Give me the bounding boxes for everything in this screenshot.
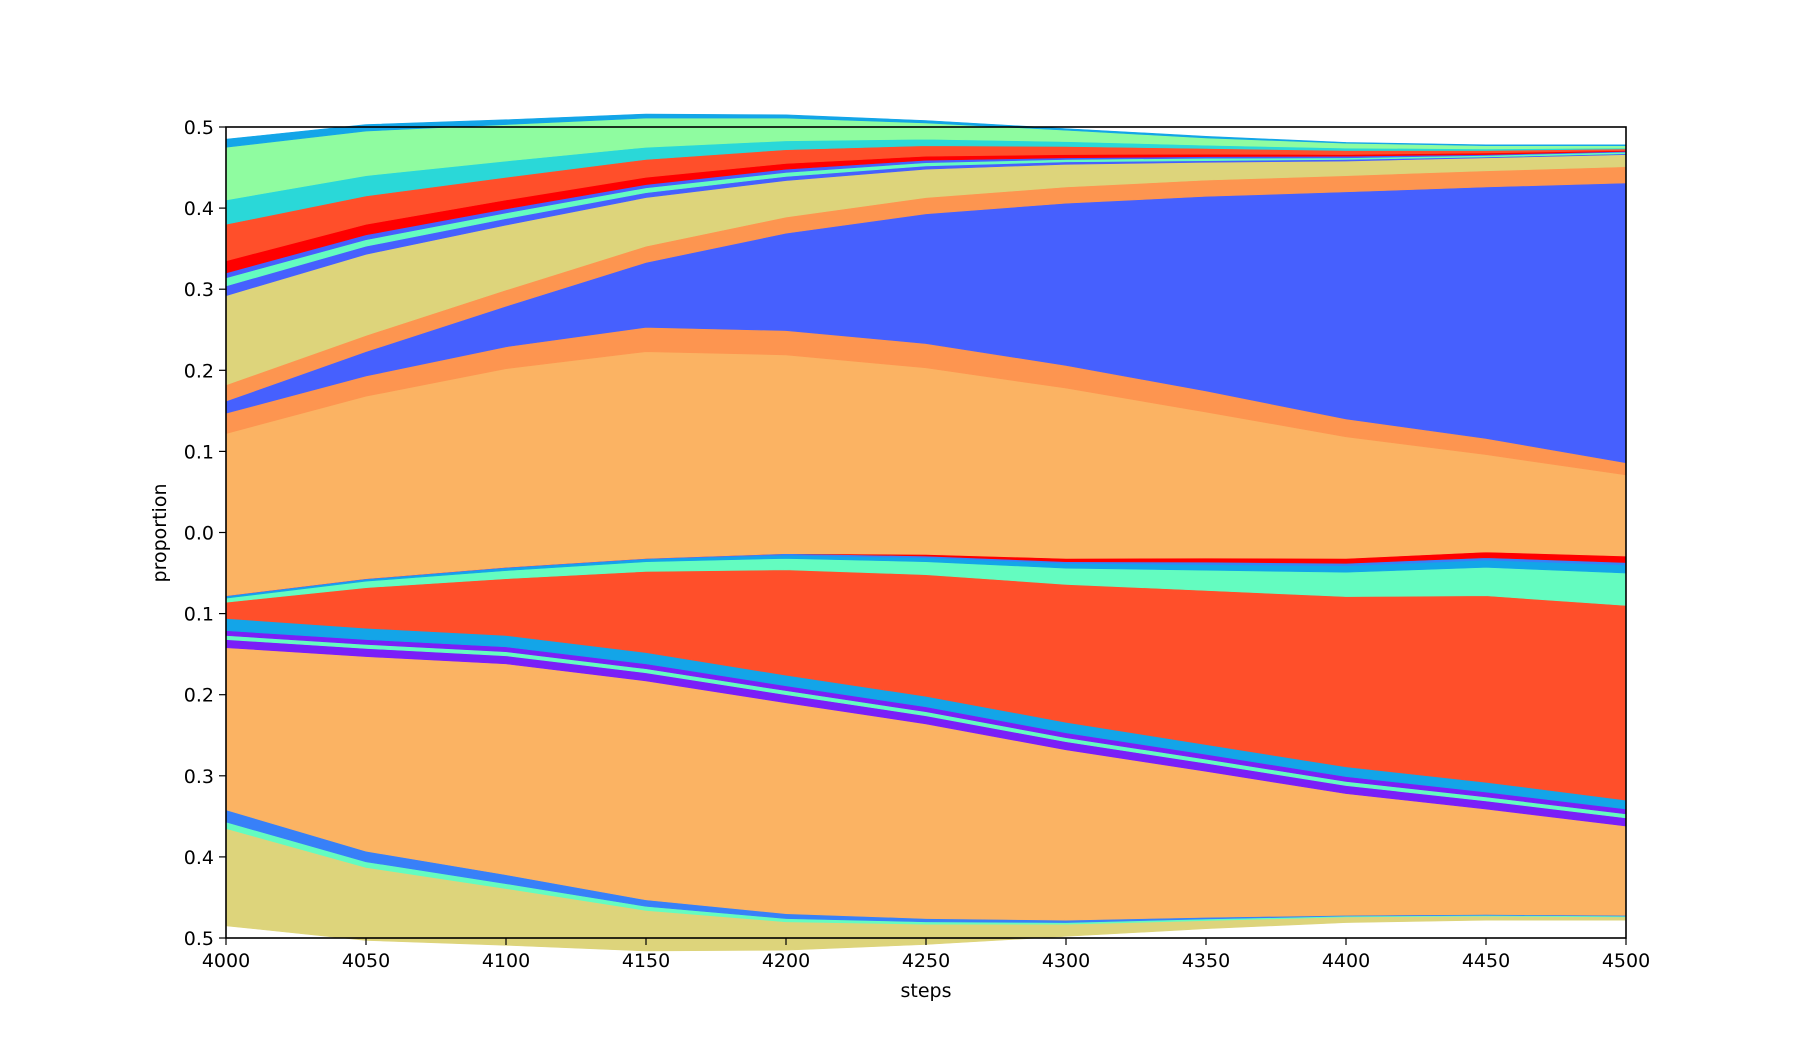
y-tick-label: 0.4 — [184, 847, 214, 869]
x-tick-label: 4200 — [762, 950, 810, 972]
x-tick-label: 4150 — [622, 950, 670, 972]
y-tick-label: 0.5 — [184, 117, 214, 139]
x-tick-label: 4000 — [202, 950, 250, 972]
y-tick-label: 0.4 — [184, 198, 214, 220]
x-tick-label: 4350 — [1182, 950, 1230, 972]
y-tick-label: 0.3 — [184, 766, 214, 788]
x-tick-label: 4300 — [1042, 950, 1090, 972]
x-tick-label: 4400 — [1322, 950, 1370, 972]
x-tick-label: 4500 — [1602, 950, 1650, 972]
y-tick-label: 0.0 — [184, 523, 214, 545]
y-tick-label: 0.2 — [184, 360, 214, 382]
y-tick-label: 0.1 — [184, 441, 214, 463]
axes-frame — [225, 126, 1627, 939]
y-axis-label: proportion — [149, 484, 171, 583]
y-axis: 0.5 0.4 0.3 0.2 0.1 0.0 0.1 0.2 0.3 0.4 0.5 — [184, 117, 226, 950]
x-axis: 4000 4050 4100 4150 4200 4250 4300 4350 4400 4450… — [202, 938, 1650, 972]
x-tick-label: 4100 — [482, 950, 530, 972]
x-tick-label: 4050 — [342, 950, 390, 972]
plot-area — [225, 113, 1627, 952]
y-tick-label: 0.3 — [184, 279, 214, 301]
y-tick-label: 0.2 — [184, 685, 214, 707]
x-tick-label: 4450 — [1462, 950, 1510, 972]
x-axis-label: steps — [901, 980, 952, 1002]
y-tick-label: 0.1 — [184, 604, 214, 626]
y-tick-label: 0.5 — [184, 928, 214, 950]
x-tick-label: 4250 — [902, 950, 950, 972]
